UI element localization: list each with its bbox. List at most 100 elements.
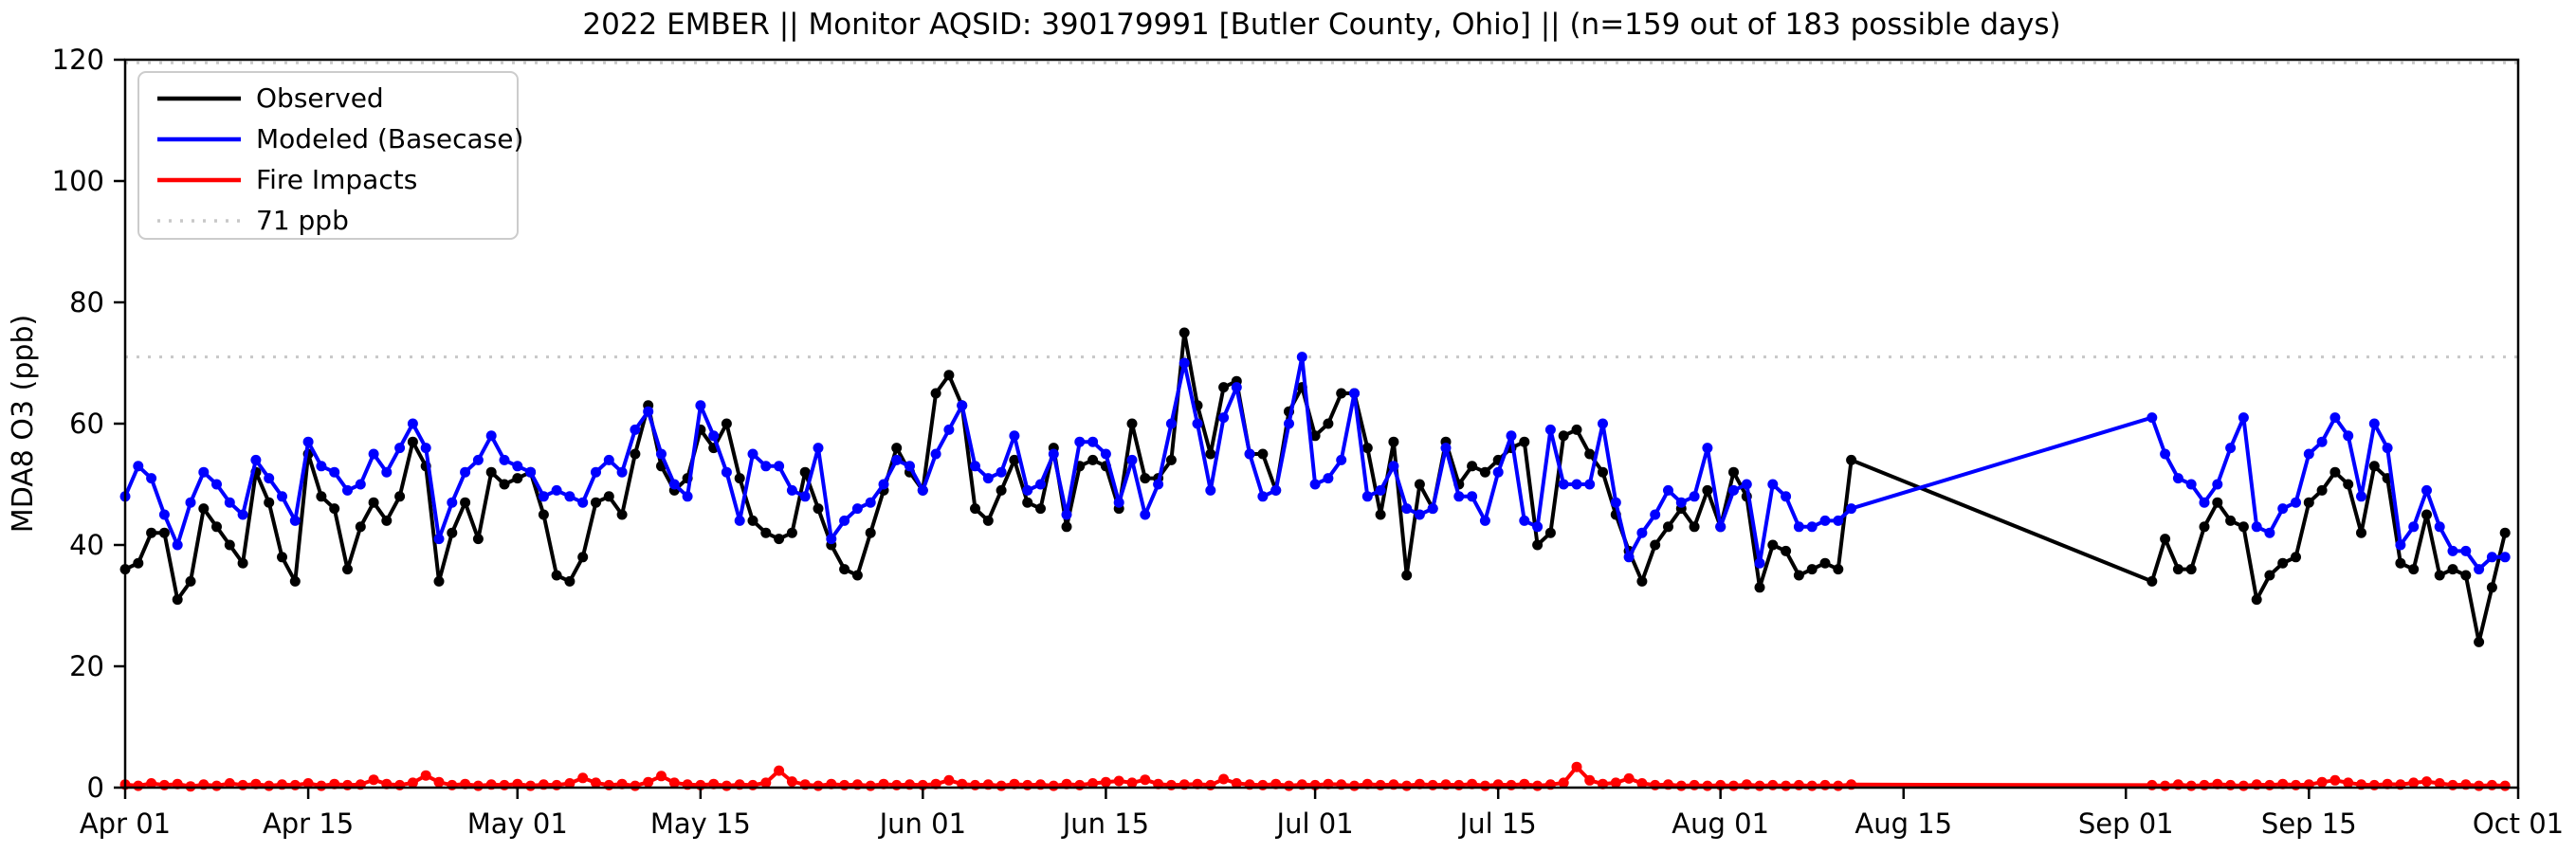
data-point [786,527,797,538]
data-point [760,461,772,472]
data-point [264,497,275,508]
data-point [302,436,314,447]
x-tick-label: May 15 [650,808,751,840]
data-point [2421,776,2432,788]
data-point [329,466,340,478]
data-point [472,454,484,465]
data-point [1100,448,1111,460]
data-point [133,780,144,791]
data-point [2474,636,2485,647]
data-point [394,491,406,502]
data-point [970,503,980,515]
data-point [1519,436,1530,447]
data-point [1087,778,1099,789]
y-tick-label: 40 [69,529,104,561]
data-point [302,778,314,789]
data-point [747,515,758,526]
data-point [1558,777,1569,789]
data-point [381,515,393,526]
data-point [329,503,340,515]
data-point [2408,777,2420,789]
data-point [1532,780,1544,791]
data-point [577,497,589,508]
data-point [839,564,850,575]
data-point [1231,778,1242,789]
data-point [1022,484,1033,496]
data-point [1140,509,1151,520]
data-point [2238,780,2249,791]
data-point [2185,564,2197,575]
data-point [472,780,484,791]
data-point [1009,430,1020,442]
data-point [1087,454,1099,465]
data-point [1558,430,1569,442]
data-point [930,388,941,399]
data-point [1636,778,1648,789]
data-point [1375,484,1386,496]
data-point [158,527,170,538]
data-point [1519,515,1530,526]
data-point [2212,479,2223,490]
data-point [1754,582,1765,593]
x-tick-label: Oct 01 [2473,808,2564,840]
data-point [2160,534,2171,545]
data-point [1467,461,1478,472]
data-point [1414,479,1425,490]
data-point [668,777,680,789]
data-point [1793,521,1804,533]
data-point [1715,521,1726,533]
data-point [264,473,275,484]
data-point [1781,780,1792,791]
data-point [1192,418,1203,429]
data-point [577,772,589,784]
data-point [668,479,680,490]
data-point [1793,570,1804,581]
data-point [734,473,745,484]
data-point [1506,430,1517,442]
data-point [1846,454,1857,465]
data-point [1492,466,1504,478]
data-point [2329,412,2341,424]
data-point [1623,552,1635,563]
data-point [472,534,484,545]
data-point [1610,497,1621,508]
data-point [2172,473,2183,484]
data-point [2172,564,2183,575]
data-point [2447,564,2458,575]
data-point [996,466,1007,478]
data-point [1087,436,1099,447]
data-point [1401,570,1413,581]
data-point [1479,515,1490,526]
data-point [2329,466,2341,478]
data-point [1414,509,1425,520]
x-tick-label: Apr 15 [263,808,354,840]
data-point [1270,484,1282,496]
data-point [1113,775,1124,787]
data-point [2368,461,2380,472]
data-point [760,527,772,538]
data-point [185,497,196,508]
x-tick-label: Sep 01 [2078,808,2174,840]
data-point [2460,545,2472,556]
plot-area [125,60,2518,788]
data-point [2251,594,2262,606]
data-point [211,780,222,791]
data-point [433,575,445,587]
data-point [2499,780,2511,791]
data-point [1702,443,1713,454]
data-point [1349,780,1360,791]
data-point [2291,552,2301,563]
data-point [760,777,772,789]
data-point [630,424,641,435]
data-point [2499,527,2511,538]
data-point [1767,479,1779,490]
data-point [774,765,785,776]
data-point [2460,570,2472,581]
data-point [2185,479,2197,490]
data-point [1336,454,1347,465]
data-point [1453,491,1465,502]
data-point [316,491,327,502]
data-point [2147,575,2158,587]
data-point [1544,527,1556,538]
data-point [1675,497,1687,508]
